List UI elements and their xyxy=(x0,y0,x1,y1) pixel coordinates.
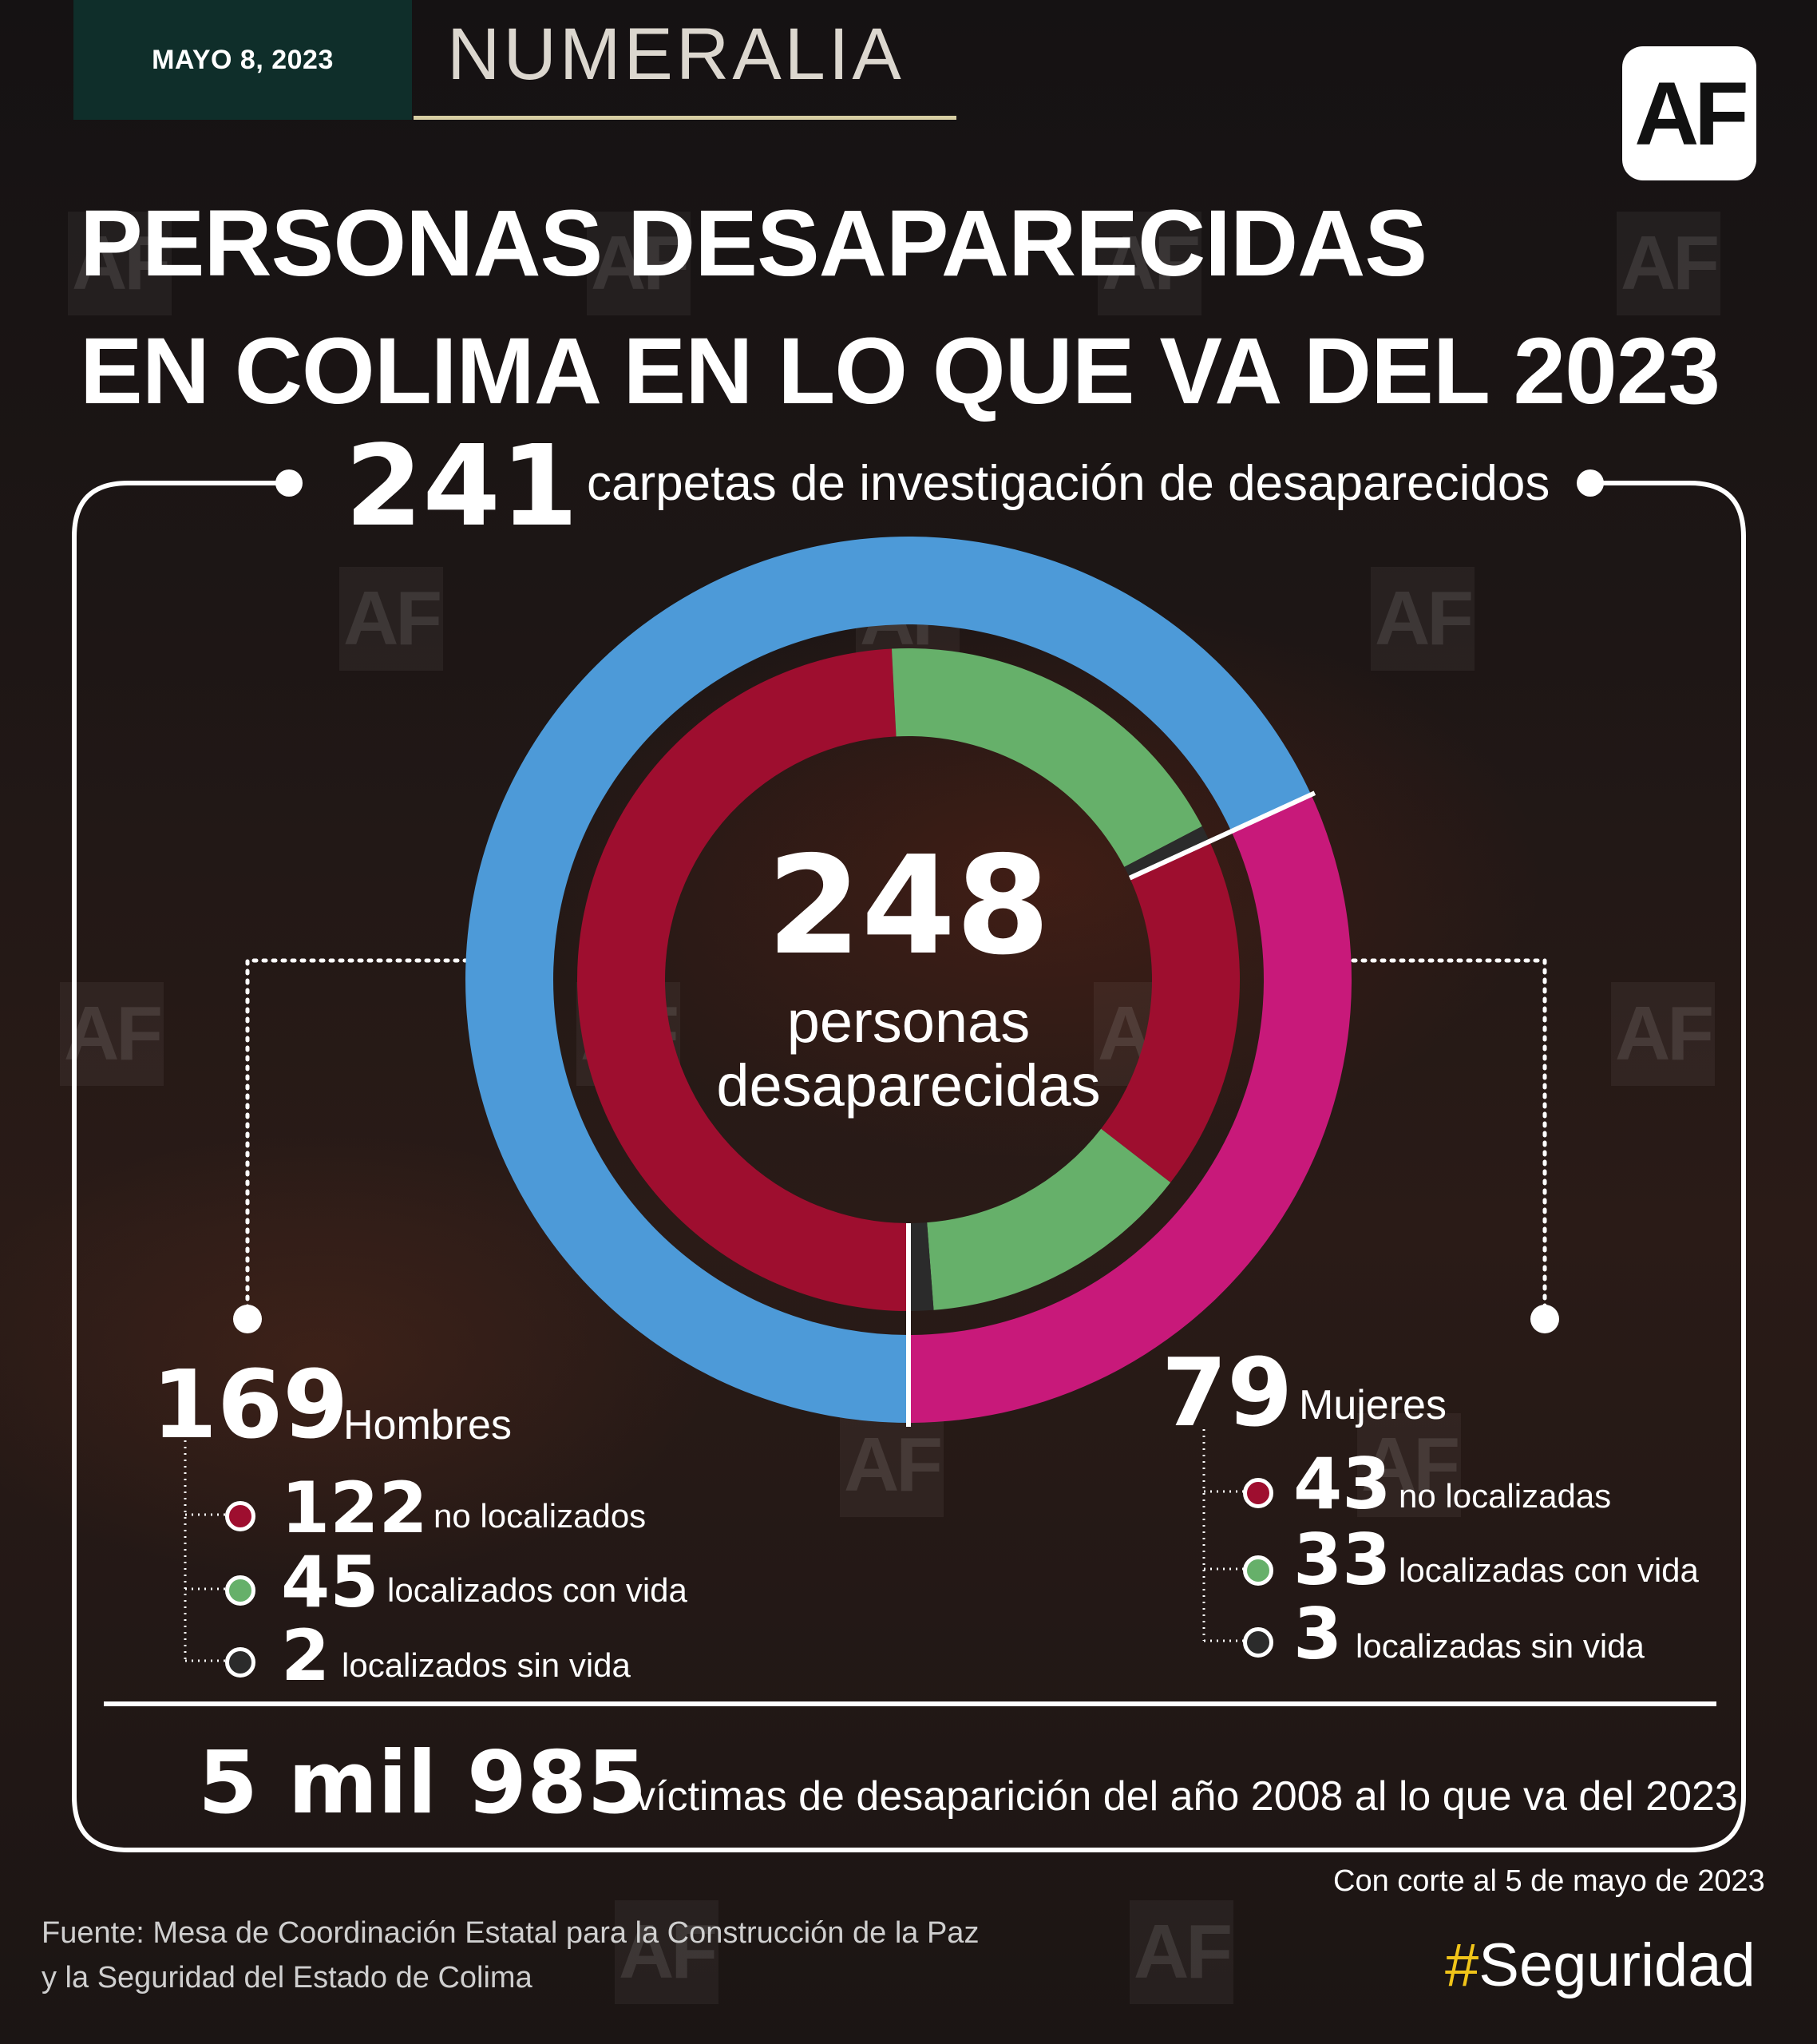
donut-slice-hombres-no-localizados xyxy=(576,648,908,1311)
historico-value: 5 mil 985 xyxy=(198,1733,647,1833)
mujeres-sin-vida-value: 3 xyxy=(1293,1593,1343,1675)
page-title: PERSONAS DESAPARECIDAS EN COLIMA EN LO Q… xyxy=(80,180,1756,435)
hombres-no-localizados-label: no localizados xyxy=(433,1497,647,1535)
hashtag: #Seguridad xyxy=(1445,1931,1756,2000)
watermark-logo: AF xyxy=(587,212,691,315)
divider xyxy=(104,1701,1716,1706)
section-underline xyxy=(414,116,956,120)
donut-slice-hombres-con-vida xyxy=(891,648,1202,867)
mujeres-no-localizadas-value: 43 xyxy=(1293,1443,1391,1525)
watermark-logo: AF xyxy=(840,1413,944,1517)
watermark-logo: AF xyxy=(1611,982,1715,1086)
watermark-logo: AF xyxy=(60,982,164,1086)
mujeres-value: 79 xyxy=(1162,1337,1293,1448)
source-line-1: Fuente: Mesa de Coordinación Estatal par… xyxy=(42,1916,980,1950)
mujeres-sin-vida-label: localizadas sin vida xyxy=(1356,1627,1645,1665)
hombres-con-vida-label: localizados con vida xyxy=(387,1571,687,1609)
cutoff-note: Con corte al 5 de mayo de 2023 xyxy=(1333,1864,1765,1898)
carpetas-label: carpetas de investigación de desaparecid… xyxy=(587,456,1550,511)
date-text: MAYO 8, 2023 xyxy=(152,44,334,75)
legend-con-vida-icon xyxy=(225,1575,255,1606)
watermark-logo: AF xyxy=(1130,1900,1233,2004)
mujeres-no-localizadas-label: no localizadas xyxy=(1399,1477,1612,1515)
historico-label: víctimas de desaparición del año 2008 al… xyxy=(635,1773,1738,1820)
title-line-1: PERSONAS DESAPARECIDAS xyxy=(80,191,1427,296)
hombres-sin-vida-label: localizados sin vida xyxy=(342,1646,631,1684)
hombres-no-localizados-value: 122 xyxy=(281,1467,428,1549)
source-line-2: y la Seguridad del Estado de Colima xyxy=(42,1961,532,1994)
watermark-logo: AF xyxy=(339,567,443,671)
total-label: personas desaparecidas xyxy=(0,990,1817,1118)
date-badge: MAYO 8, 2023 xyxy=(73,0,412,120)
watermark-logo: AF xyxy=(615,1900,718,2004)
total-label-line-1: personas xyxy=(786,988,1031,1055)
watermark-logo: AF xyxy=(68,212,172,315)
hombres-con-vida-value: 45 xyxy=(281,1541,379,1623)
donut-slice-mujeres-sin-vida xyxy=(908,1222,934,1311)
donut-slice-mujeres-con-vida xyxy=(927,1128,1171,1310)
legend-no-localizadas-icon xyxy=(1243,1478,1273,1508)
total-value: 248 xyxy=(766,827,1051,985)
mujeres-con-vida-label: localizadas con vida xyxy=(1399,1551,1699,1589)
hombres-value: 169 xyxy=(152,1349,349,1460)
donut-slice-mujeres xyxy=(908,794,1352,1423)
hombres-label: Hombres xyxy=(343,1402,512,1448)
legend-sin-vida-icon xyxy=(225,1647,255,1678)
section-label: NUMERALIA xyxy=(447,14,905,95)
donut-slice-mujeres-no-localizadas xyxy=(1101,841,1241,1183)
title-line-2: EN COLIMA EN LO QUE VA DEL 2023 xyxy=(80,319,1720,424)
donut-separator xyxy=(1128,790,1316,881)
mujeres-con-vida-value: 33 xyxy=(1293,1519,1391,1601)
source-note: Fuente: Mesa de Coordinación Estatal par… xyxy=(42,1911,1079,2000)
legend-no-localizados-icon xyxy=(225,1501,255,1531)
mujeres-label: Mujeres xyxy=(1299,1382,1447,1428)
hombres-sin-vida-value: 2 xyxy=(281,1614,331,1697)
af-logo: AF xyxy=(1622,46,1756,180)
hashtag-text: Seguridad xyxy=(1479,1931,1756,1999)
donut-slice-hombres-sin-vida xyxy=(1124,826,1210,878)
carpetas-value: 241 xyxy=(345,422,579,552)
legend-con-vida-icon xyxy=(1243,1555,1273,1586)
watermark-logo: AF xyxy=(1357,1413,1461,1517)
watermark-logo: AF xyxy=(1617,212,1720,315)
watermark-logo: AF xyxy=(1098,212,1201,315)
total-label-line-2: desaparecidas xyxy=(716,1052,1101,1119)
watermark-logo: AF xyxy=(1371,567,1475,671)
hashtag-symbol: # xyxy=(1445,1931,1479,1999)
legend-sin-vida-icon xyxy=(1243,1627,1273,1658)
